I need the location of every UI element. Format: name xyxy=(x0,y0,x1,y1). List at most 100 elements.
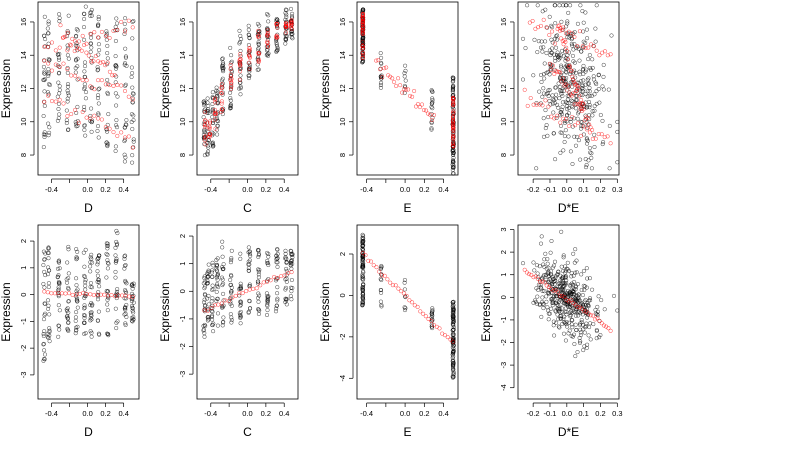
chart-top-1-series-0-point xyxy=(82,104,87,109)
chart-top-1-series-0-point xyxy=(122,152,127,157)
chart-top-4-x-tick-label: 0.0 xyxy=(562,185,572,194)
chart-bottom-4-series-0-point xyxy=(568,296,573,301)
chart-bottom-4-series-1-point xyxy=(593,317,598,322)
chart-top-1-series-1-point xyxy=(107,35,112,41)
chart-top-4-series-1-point xyxy=(596,132,601,137)
chart-top-1-series-0-point xyxy=(104,37,109,42)
chart-bottom-2-series-0-point xyxy=(215,273,220,278)
chart-bottom-1-series-0-point xyxy=(74,298,79,303)
chart-bottom-2-series-0-point xyxy=(290,285,295,291)
chart-top-4-series-1-point xyxy=(553,69,558,74)
chart-top-1-series-1-point xyxy=(80,109,85,114)
chart-bottom-2-x-tick-label: 0.4 xyxy=(279,409,289,418)
chart-top-1-series-1-point xyxy=(115,133,120,138)
chart-top-1-series-1-point xyxy=(119,83,124,88)
chart-bottom-3-series-0-point xyxy=(450,316,456,322)
chart-top-4-series-0-point xyxy=(562,139,567,145)
chart-top-3-series-2-point xyxy=(451,114,456,119)
chart-top-4-series-0-point xyxy=(609,33,614,38)
chart-top-4-series-0-point xyxy=(556,81,561,86)
chart-bottom-1-series-0-point xyxy=(74,276,79,281)
chart-bottom-1-series-0-point xyxy=(83,294,88,299)
chart-bottom-4-series-0-point xyxy=(560,287,565,293)
chart-bottom-4-series-0-point xyxy=(576,300,581,305)
chart-top-1-series-1-point xyxy=(111,130,116,135)
chart-top-4-series-0-point xyxy=(581,29,586,34)
chart-bottom-4-series-0-point xyxy=(591,322,596,327)
chart-top-4-series-0-point xyxy=(572,60,577,65)
chart-bottom-2-series-0-point xyxy=(238,251,243,256)
chart-top-2-series-1-point xyxy=(207,126,212,131)
chart-top-4-series-0-point xyxy=(541,116,546,121)
chart-top-4-series-0-point xyxy=(615,129,620,134)
chart-bottom-2-series-0-point xyxy=(256,311,261,317)
chart-top-1-series-0-point xyxy=(89,45,94,50)
chart-top-1-series-0-point xyxy=(43,132,48,137)
chart-bottom-2-series-0-point xyxy=(275,291,280,296)
chart-bottom-3-series-0-point xyxy=(451,348,456,353)
chart-top-1-series-0-point xyxy=(75,28,80,33)
chart-bottom-2-y-tick-label: -2 xyxy=(178,343,187,350)
chart-top-1-series-0-point xyxy=(95,96,101,101)
chart-top-1-series-0-point xyxy=(105,77,110,83)
chart-bottom-1-series-0-point xyxy=(41,263,46,268)
chart-bottom-1-series-0-point xyxy=(130,305,135,310)
chart-top-3-series-2-point xyxy=(451,126,456,131)
chart-bottom-4-series-0-point xyxy=(548,250,553,255)
chart-bottom-1-series-0-point xyxy=(42,329,47,334)
chart-bottom-1-series-0-point xyxy=(104,251,109,256)
chart-top-3-plot-frame xyxy=(356,1,459,176)
chart-bottom-2-series-0-point xyxy=(256,291,261,296)
chart-top-2-series-1-point xyxy=(207,131,212,137)
chart-top-3-series-1-point xyxy=(429,118,435,123)
chart-top-1-series-0-point xyxy=(65,53,70,58)
chart-bottom-4-series-1-point xyxy=(527,272,532,277)
chart-bottom-4-series-0-point xyxy=(575,350,580,355)
chart-bottom-2-series-0-point xyxy=(215,311,221,316)
chart-bottom-2-series-0-point xyxy=(265,308,270,313)
chart-top-4-series-1-point xyxy=(574,89,579,94)
chart-bottom-3-series-0-point xyxy=(361,233,366,238)
chart-bottom-1-series-0-point xyxy=(64,280,70,285)
chart-bottom-2-series-0-point xyxy=(205,281,210,286)
chart-bottom-4-series-0-point xyxy=(567,328,572,333)
chart-top-2-series-0-point xyxy=(265,52,270,57)
chart-top-4-series-0-point xyxy=(540,49,545,54)
chart-top-4-series-0-point xyxy=(578,3,583,8)
chart-bottom-2-series-0-point xyxy=(275,251,280,256)
chart-bottom-3-series-1-point xyxy=(390,283,395,288)
chart-top-2-series-0-point xyxy=(283,31,288,36)
chart-top-1-series-0-point xyxy=(73,58,79,63)
chart-top-3-series-2-point xyxy=(451,96,456,101)
chart-top-1-series-0-point xyxy=(113,80,118,85)
chart-top-1-series-1-point xyxy=(130,25,135,30)
chart-top-4-series-0-point xyxy=(532,37,537,42)
chart-bottom-2-series-0-point xyxy=(284,298,289,303)
chart-top-4-series-0-point xyxy=(554,34,559,39)
chart-top-1-series-1-point xyxy=(115,27,120,32)
chart-top-2-x-tick-label: 0.2 xyxy=(261,185,271,194)
chart-top-2-series-0-point xyxy=(228,90,233,95)
chart-bottom-4-series-0-point xyxy=(578,339,583,344)
chart-top-2-x-tick-label: 0.0 xyxy=(242,185,252,194)
chart-bottom-4-series-0-point xyxy=(564,278,569,283)
chart-top-2-series-0-point xyxy=(228,45,233,50)
chart-top-3-series-0-point xyxy=(360,10,365,15)
chart-bottom-3-series-1-point xyxy=(396,286,401,291)
chart-bottom-1-series-0-point xyxy=(74,257,79,262)
chart-top-4-series-0-point xyxy=(581,71,586,76)
chart-top-1-series-1-point xyxy=(49,68,55,73)
chart-bottom-4-series-0-point xyxy=(552,333,557,338)
chart-top-1-series-1-point xyxy=(103,34,108,39)
chart-bottom-4-series-0-point xyxy=(553,294,559,299)
chart-top-1-y-tick-label: 16 xyxy=(19,18,28,26)
chart-bottom-1-series-0-point xyxy=(57,280,62,285)
chart-bottom-4-series-0-point xyxy=(542,289,547,294)
chart-bottom-4-series-0-point xyxy=(574,270,579,275)
chart-top-2-series-1-point xyxy=(265,31,270,36)
chart-top-4-series-0-point xyxy=(546,115,551,120)
chart-top-2-series-0-point xyxy=(205,107,210,112)
chart-bottom-2-series-0-point xyxy=(210,296,215,301)
chart-top-4-series-0-point xyxy=(585,94,590,99)
chart-bottom-4-series-1-point xyxy=(577,305,582,310)
